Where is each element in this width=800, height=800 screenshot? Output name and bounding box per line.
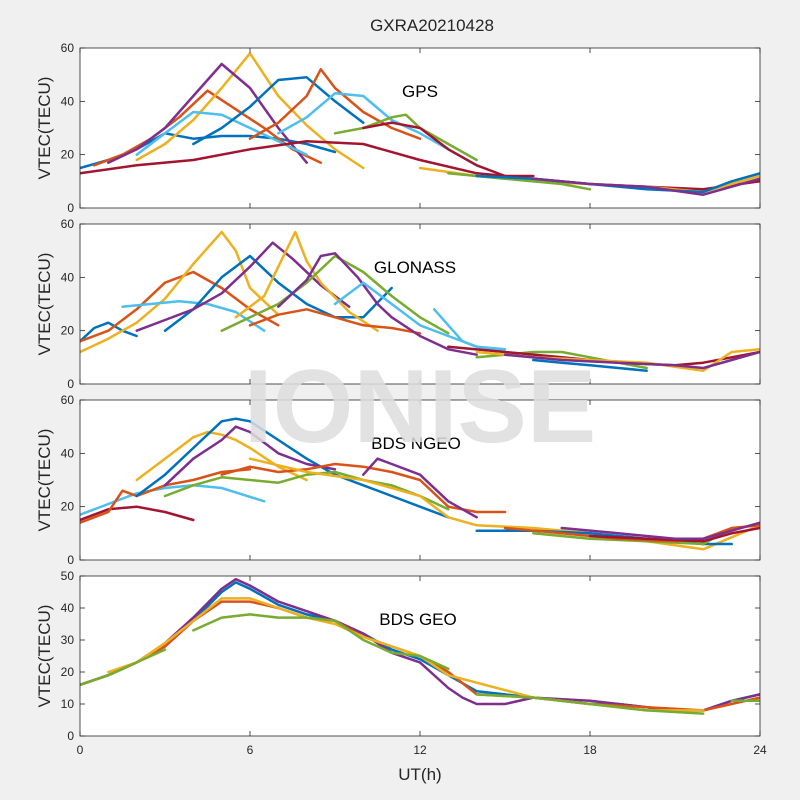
series-line-glonass-6: [135, 241, 351, 332]
y-tick-label-bds-geo: 20: [61, 665, 75, 679]
y-axis-label-glonass: VTEC(TECU): [35, 253, 54, 356]
series-line-glonass-17: [532, 358, 648, 372]
y-axis-label-bds-geo: VTEC(TECU): [35, 605, 54, 708]
series-line-bds-ngeo-7: [163, 470, 450, 511]
plot-area-glonass: [80, 224, 760, 384]
panel-annotation-glonass: GLONASS: [374, 258, 456, 277]
watermark-text: IONISE: [244, 349, 597, 465]
series-line-bds-ngeo-15: [560, 521, 760, 540]
series-group-bds-ngeo: [80, 417, 760, 551]
y-tick-label-bds-ngeo: 40: [61, 446, 75, 460]
series-line-bds-ngeo-8: [220, 462, 507, 514]
x-axis-label: UT(h): [398, 765, 441, 784]
series-line-glonass-9: [220, 254, 450, 335]
y-tick-label-glonass: 60: [61, 217, 75, 231]
chart-title: GXRA20210428: [370, 16, 494, 35]
y-tick-label-bds-geo: 0: [67, 729, 74, 743]
series-line-bds-ngeo-9: [362, 457, 478, 519]
y-tick-label-gps: 60: [61, 41, 75, 55]
panel-annotation-bds-geo: BDS GEO: [379, 610, 456, 629]
panel-gps: 0 20 40 60 VTEC(TECU) GPS: [35, 41, 761, 215]
series-line-glonass-10: [277, 252, 478, 356]
series-line-glonass-3: [80, 230, 280, 354]
y-tick-label-gps: 20: [61, 148, 75, 162]
y-tick-label-bds-geo: 50: [61, 569, 75, 583]
y-axis-label-bds-ngeo: VTEC(TECU): [35, 429, 54, 532]
panel-bds-ngeo: 0 20 40 60 VTEC(TECU) BDS NGEO: [35, 393, 761, 567]
series-line-bds-geo-5: [80, 648, 167, 687]
y-tick-label-glonass: 20: [61, 324, 75, 338]
y-tick-label-bds-ngeo: 20: [61, 500, 75, 514]
x-tick-label: 18: [583, 743, 597, 757]
series-line-bds-ngeo-3: [80, 468, 252, 524]
series-group-bds-geo: [80, 577, 760, 715]
series-line-bds-ngeo-14: [588, 526, 760, 543]
y-tick-label-gps: 40: [61, 94, 75, 108]
x-tick-label: 12: [413, 743, 427, 757]
series-line-bds-ngeo-4: [135, 430, 308, 482]
series-line-bds-ngeo-1: [80, 505, 195, 522]
x-tick-label: 6: [247, 743, 254, 757]
series-line-bds-ngeo-5: [135, 417, 450, 519]
y-tick-label-bds-geo: 10: [61, 697, 75, 711]
series-line-glonass-2: [80, 270, 280, 343]
series-line-bds-ngeo-10: [248, 457, 760, 551]
series-line-glonass-12: [432, 308, 507, 351]
series-line-gps-15: [532, 177, 760, 196]
series-line-bds-geo-7: [475, 693, 705, 715]
series-line-glonass-1: [80, 321, 138, 343]
series-line-bds-ngeo-6: [163, 425, 337, 487]
panel-bds-geo: 0 10 20 30 40 50 0 6 12 18 24 VTEC(TECU) BDS GEO: [35, 569, 767, 757]
panel-annotation-gps: GPS: [402, 82, 438, 101]
series-line-bds-geo-6: [192, 613, 450, 671]
y-tick-label-bds-ngeo: 60: [61, 393, 75, 407]
series-line-gps-4: [107, 62, 308, 164]
series-line-gps-7: [248, 68, 422, 140]
series-group-gps: [80, 52, 760, 196]
y-tick-label-bds-geo: 30: [61, 633, 75, 647]
series-line-bds-ngeo-13: [503, 524, 760, 543]
series-line-bds-ngeo-2: [80, 484, 266, 516]
y-tick-label-gps: 0: [67, 201, 74, 215]
series-group-glonass: [80, 230, 760, 372]
series-line-gps-5: [135, 110, 308, 156]
panel-glonass: 0 20 40 60 VTEC(TECU) GLONASS: [35, 217, 761, 391]
x-tick-label: 24: [753, 743, 767, 757]
y-axis-label-gps: VTEC(TECU): [35, 77, 54, 180]
series-line-glonass-5: [163, 254, 393, 332]
series-line-glonass-16: [503, 350, 760, 370]
y-tick-label-glonass: 40: [61, 270, 75, 284]
y-tick-label-glonass: 0: [67, 377, 74, 391]
series-line-gps-6: [192, 76, 365, 146]
y-tick-label-bds-geo: 40: [61, 601, 75, 615]
panel-annotation-bds-ngeo: BDS NGEO: [371, 434, 461, 453]
x-tick-label: 0: [77, 743, 84, 757]
y-tick-label-bds-ngeo: 0: [67, 553, 74, 567]
series-line-glonass-7: [234, 230, 379, 332]
series-line-glonass-8: [248, 308, 422, 335]
